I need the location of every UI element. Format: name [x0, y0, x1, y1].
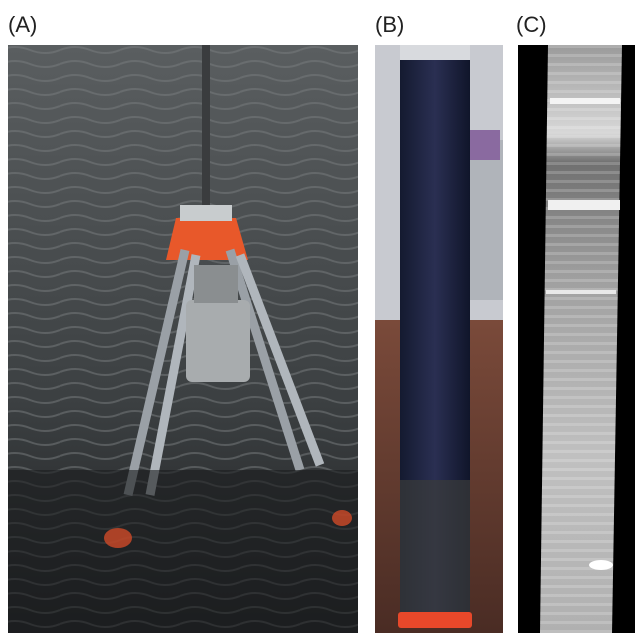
panel-a-photo [8, 45, 358, 633]
panel-c-photo [518, 45, 635, 633]
panel-label: (B) [375, 12, 404, 37]
panel-label: (A) [8, 12, 37, 37]
panel-b-photo [375, 45, 503, 633]
panel-label: (C) [516, 12, 547, 37]
